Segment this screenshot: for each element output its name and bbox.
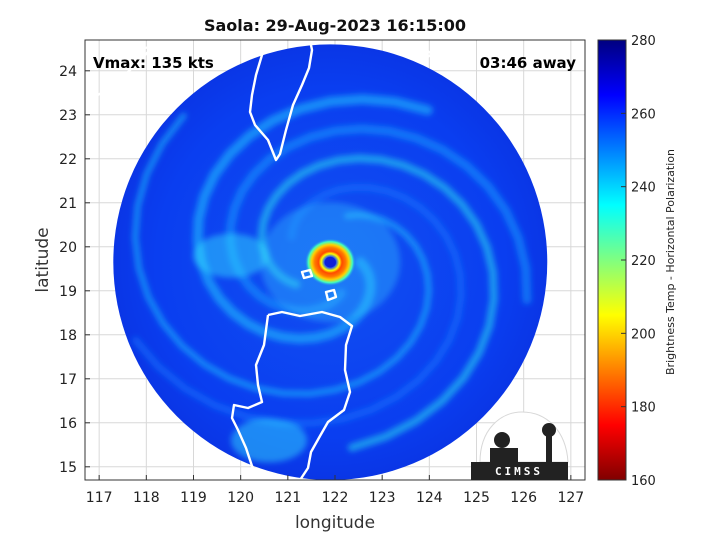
colorbar-tick-label: 200: [631, 327, 656, 342]
y-tick-label: 22: [59, 152, 77, 168]
colorbar-tick-label: 160: [631, 474, 656, 489]
logo-text: CIMSS: [495, 465, 543, 478]
rainband-blob: [230, 418, 307, 463]
y-tick-labels: 15 16 17 18 19 20 21 22 23 24: [59, 64, 77, 476]
axis-ticks: [85, 70, 572, 480]
rainband-blob: [193, 233, 270, 278]
y-tick-label: 15: [59, 460, 77, 476]
logo-water-tower: [542, 423, 556, 437]
logo-band: [471, 462, 568, 480]
x-tick-label: 121: [274, 490, 301, 506]
rainbands: [132, 94, 532, 463]
x-tick-label: 122: [322, 490, 349, 506]
microwave-swath: [85, 40, 548, 480]
x-tick-label: 123: [369, 490, 396, 506]
coastline-taiwan: [248, 40, 314, 162]
y-tick-label: 24: [59, 64, 77, 80]
x-tick-label: 120: [227, 490, 254, 506]
colorbar-tick-label: 220: [631, 254, 656, 269]
coastline-china: [85, 41, 434, 102]
time-away-annotation: 03:46 away: [480, 54, 577, 72]
logo-dish: [494, 432, 510, 448]
colorbar-tick-label: 240: [631, 181, 656, 196]
coastlines: [85, 40, 434, 480]
x-tick-label: 124: [416, 490, 443, 506]
y-tick-label: 20: [59, 240, 77, 256]
x-axis-title: longitude: [295, 513, 375, 533]
coastline-luzon: [230, 310, 354, 480]
colorbar-tick-label: 280: [631, 34, 656, 49]
y-tick-label: 23: [59, 108, 77, 124]
colorbar-ticks: 160 180 200 220 240 260 280: [621, 34, 656, 489]
eye: [324, 256, 336, 268]
colorbar-tick-label: 260: [631, 107, 656, 122]
y-tick-label: 17: [59, 372, 77, 388]
cimss-logo: CIMSS: [471, 411, 569, 480]
y-tick-label: 16: [59, 416, 77, 432]
x-tick-label: 117: [86, 490, 113, 506]
x-tick-label: 126: [510, 490, 537, 506]
y-tick-label: 18: [59, 328, 77, 344]
vmax-annotation: Vmax: 135 kts: [93, 54, 214, 72]
colorbar-title: Brightness Temp - Horizontal Polarizatio…: [664, 149, 677, 375]
rainband: [132, 112, 432, 397]
chart-title: Saola: 29-Aug-2023 16:15:00: [204, 16, 466, 35]
x-tick-label: 118: [133, 490, 160, 506]
logo-building: [490, 448, 518, 462]
x-tick-label: 125: [463, 490, 490, 506]
y-tick-label: 21: [59, 196, 77, 212]
x-tick-label: 127: [557, 490, 584, 506]
y-tick-label: 19: [59, 284, 77, 300]
colorbar-tick-label: 180: [631, 401, 656, 416]
x-tick-label: 119: [180, 490, 207, 506]
x-tick-labels: 117 118 119 120 121 122 123 124 125 126 127: [86, 490, 584, 506]
y-axis-title: latitude: [33, 227, 53, 292]
coastline-batanes: [300, 268, 338, 302]
logo-tower-leg: [546, 436, 552, 462]
